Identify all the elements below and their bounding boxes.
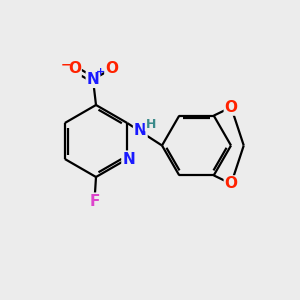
Text: +: + — [96, 67, 105, 77]
Text: N: N — [87, 72, 99, 87]
Text: O: O — [68, 61, 81, 76]
Text: F: F — [89, 194, 100, 208]
Text: O: O — [105, 61, 118, 76]
Text: H: H — [146, 118, 156, 130]
Text: −: − — [61, 58, 71, 72]
Text: N: N — [134, 124, 147, 139]
Text: N: N — [122, 152, 135, 166]
Text: O: O — [225, 100, 238, 115]
Text: O: O — [225, 176, 238, 191]
